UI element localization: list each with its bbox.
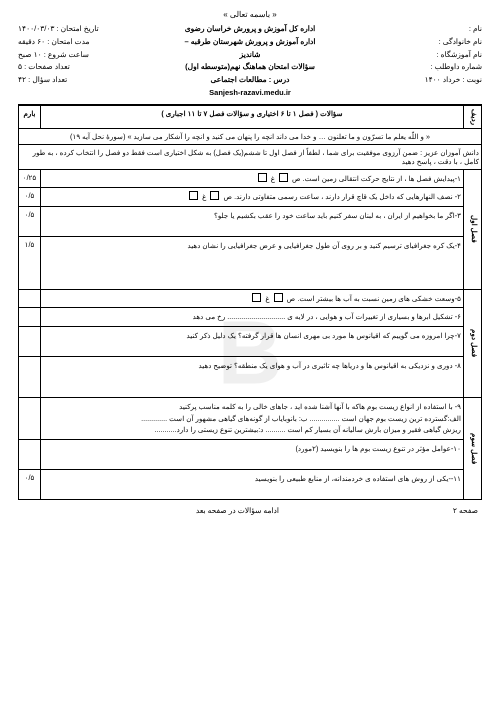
table-head-row: ردیف سؤالات ( فصل ۱ تا ۶ اختیاری و سؤالا…: [19, 105, 482, 128]
q6: ۶- تشکیل ابرها و بسیاری از تغییرات آب و …: [41, 308, 464, 327]
q11-row: ۱۱--یکی از روش های استفاده ی خردمندانه، …: [19, 469, 482, 499]
q9-row: فصل سوم ۹- با استفاده از انواع زیست بوم …: [19, 398, 482, 440]
footer-page: صفحه ۲: [453, 506, 478, 515]
exam-date: تاریخ امتحان : ۱۴۰۰/۰۳/۰۳: [18, 23, 171, 36]
checkbox-icon[interactable]: [189, 191, 198, 200]
checkbox-icon[interactable]: [210, 191, 219, 200]
col-radif: ردیف: [464, 105, 482, 128]
q3-row: ۳-اگر ما بخواهیم از ایران ، به لبنان سفر…: [19, 206, 482, 236]
footer: صفحه ۲ ادامه سؤالات در صفحه بعد: [18, 506, 482, 515]
q10: ۱۰-عوامل مؤثر در تنوع زیست بوم ها را بنو…: [41, 439, 464, 469]
checkbox-icon[interactable]: [258, 173, 267, 182]
page-count: تعداد صفحات : ۵: [18, 61, 171, 74]
candidate-field: شماره داوطلب :: [329, 61, 482, 74]
term-field: نوبت : خرداد ۱۴۰۰: [329, 74, 482, 87]
website: Sanjesh-razavi.medu.ir: [173, 87, 326, 100]
header-center: اداره کل آموزش و پرورش خراسان رضوی اداره…: [173, 23, 326, 100]
q2: ۲- نصف النهارهایی که داخل یک قاچ قرار دا…: [41, 188, 464, 207]
exam-page: « باسمه تعالی » نام : نام خانوادگی : نام…: [0, 0, 500, 523]
header: نام : نام خانوادگی : نام آموزشگاه : شمار…: [18, 23, 482, 105]
q3: ۳-اگر ما بخواهیم از ایران ، به لبنان سفر…: [41, 206, 464, 236]
school-field: نام آموزشگاه :: [329, 49, 482, 62]
footer-continue: ادامه سؤالات در صفحه بعد: [196, 506, 279, 515]
instruction-row: دانش آموزان عزیز : ضمن آرزوی موفقیت برای…: [19, 144, 482, 169]
question-count: تعداد سؤال : ۴۲: [18, 74, 171, 87]
q7: ۷-چرا امروزه می گوییم که اقیانوس ها مورد…: [41, 326, 464, 356]
family-field: نام خانوادگی :: [329, 36, 482, 49]
col-questions: سؤالات ( فصل ۱ تا ۶ اختیاری و سؤالات فصل…: [41, 105, 464, 128]
q11: ۱۱--یکی از روش های استفاده ی خردمندانه، …: [41, 469, 464, 499]
q6-row: ۶- تشکیل ابرها و بسیاری از تغییرات آب و …: [19, 308, 482, 327]
q1-row: فصل اول ۱-پیدایش فصل ها ، از نتایج حرکت …: [19, 169, 482, 188]
q5-score: [19, 289, 41, 308]
quran-row: « و اللّه یعلم ما تسرّون و ما تعلنون … و…: [19, 128, 482, 144]
exam-start: ساعت شروع : ۱۰ صبح: [18, 49, 171, 62]
col-score: بارم: [19, 105, 41, 128]
section-3-label: فصل سوم: [464, 398, 482, 500]
q5-row: فصل دوم ۵-وسعت خشکی های زمین نسبت به آب …: [19, 289, 482, 308]
q1: ۱-پیدایش فصل ها ، از نتایج حرکت انتقالی …: [41, 169, 464, 188]
name-field: نام :: [329, 23, 482, 36]
q4-score: ۱/۵: [19, 236, 41, 289]
q8: ۸- دوری و نزدیکی به اقیانوس ها و دریاها …: [41, 356, 464, 398]
q8-row: ۸- دوری و نزدیکی به اقیانوس ها و دریاها …: [19, 356, 482, 398]
bismillah: « باسمه تعالی »: [18, 10, 482, 19]
header-right: نام : نام خانوادگی : نام آموزشگاه : شمار…: [329, 23, 482, 100]
section-2-label: فصل دوم: [464, 289, 482, 398]
header-left: تاریخ امتحان : ۱۴۰۰/۰۳/۰۳ مدت امتحان : ۶…: [18, 23, 171, 100]
q2-row: ۲- نصف النهارهایی که داخل یک قاچ قرار دا…: [19, 188, 482, 207]
q1-score: ۰/۲۵: [19, 169, 41, 188]
q2-score: ۰/۵: [19, 188, 41, 207]
q3-score: ۰/۵: [19, 206, 41, 236]
q4-row: ۴-یک کره جغرافیای ترسیم کنید و بر روی آن…: [19, 236, 482, 289]
subject-line: درس : مطالعات اجتماعی: [173, 74, 326, 87]
q7-row: ۷-چرا امروزه می گوییم که اقیانوس ها مورد…: [19, 326, 482, 356]
q4: ۴-یک کره جغرافیای ترسیم کنید و بر روی آن…: [41, 236, 464, 289]
q9: ۹- با استفاده از انواع زیست بوم هاکه با …: [41, 398, 464, 440]
org-line3: سؤالات امتحان هماهنگ نهم(متوسطه اول): [173, 61, 326, 74]
org-line1: اداره کل آموزش و پرورش خراسان رضوی: [173, 23, 326, 36]
quran-verse: « و اللّه یعلم ما تسرّون و ما تعلنون … و…: [19, 128, 482, 144]
checkbox-icon[interactable]: [279, 173, 288, 182]
exam-duration: مدت امتحان : ۶۰ دقیقه: [18, 36, 171, 49]
instruction-text: دانش آموزان عزیز : ضمن آرزوی موفقیت برای…: [19, 144, 482, 169]
checkbox-icon[interactable]: [252, 293, 261, 302]
org-line2: اداره آموزش و پرورش شهرستان طرقبه – شاند…: [173, 36, 326, 62]
section-1-label: فصل اول: [464, 169, 482, 289]
questions-table: ردیف سؤالات ( فصل ۱ تا ۶ اختیاری و سؤالا…: [18, 105, 482, 500]
q10-row: ۱۰-عوامل مؤثر در تنوع زیست بوم ها را بنو…: [19, 439, 482, 469]
q11-score: ۰/۵: [19, 469, 41, 499]
q5: ۵-وسعت خشکی های زمین نسبت به آب ها بیشتر…: [41, 289, 464, 308]
checkbox-icon[interactable]: [274, 293, 283, 302]
